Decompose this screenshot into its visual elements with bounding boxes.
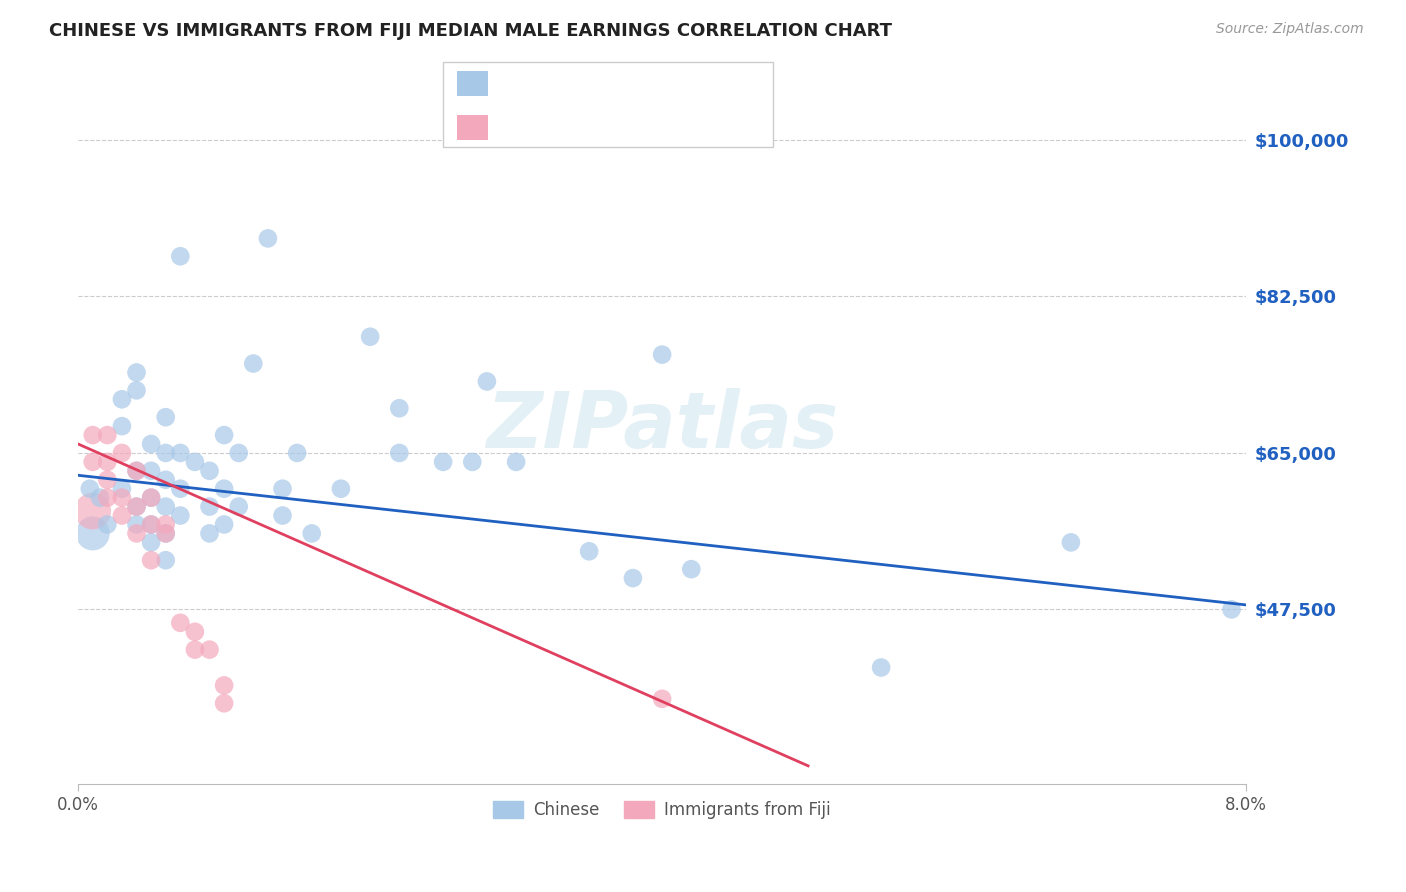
- Point: [1220, 602, 1243, 616]
- Point: [139, 517, 162, 532]
- Point: [242, 357, 264, 371]
- Point: [228, 446, 250, 460]
- Point: [139, 517, 162, 532]
- Point: [155, 526, 177, 541]
- Point: [359, 329, 381, 343]
- Point: [198, 500, 221, 514]
- Point: [82, 428, 104, 442]
- Point: [79, 482, 101, 496]
- Point: [139, 553, 162, 567]
- Point: [184, 642, 207, 657]
- Point: [111, 392, 134, 407]
- Point: [111, 419, 134, 434]
- Point: [111, 446, 134, 460]
- Point: [155, 446, 177, 460]
- Point: [212, 428, 235, 442]
- Point: [139, 491, 162, 505]
- Point: [621, 571, 644, 585]
- Text: N = 56: N = 56: [619, 71, 681, 89]
- Point: [125, 517, 148, 532]
- Point: [96, 455, 118, 469]
- Point: [169, 249, 191, 263]
- Point: [1060, 535, 1083, 549]
- Point: [301, 526, 323, 541]
- Point: [681, 562, 703, 576]
- Point: [96, 428, 118, 442]
- Point: [271, 482, 294, 496]
- Point: [228, 500, 250, 514]
- Point: [505, 455, 527, 469]
- Text: R = -0.728: R = -0.728: [499, 115, 596, 133]
- Point: [870, 660, 893, 674]
- Point: [82, 455, 104, 469]
- Text: ZIPatlas: ZIPatlas: [486, 388, 838, 464]
- Text: N = 24: N = 24: [619, 115, 681, 133]
- Point: [198, 526, 221, 541]
- Point: [388, 446, 411, 460]
- Point: [475, 375, 498, 389]
- Point: [125, 526, 148, 541]
- Point: [139, 437, 162, 451]
- Point: [461, 455, 484, 469]
- Point: [125, 500, 148, 514]
- Point: [212, 678, 235, 692]
- Point: [198, 642, 221, 657]
- Point: [82, 504, 104, 518]
- Point: [651, 691, 673, 706]
- Point: [125, 384, 148, 398]
- Point: [388, 401, 411, 416]
- Point: [257, 231, 280, 245]
- Point: [198, 464, 221, 478]
- Point: [125, 464, 148, 478]
- Point: [96, 517, 118, 532]
- Text: CHINESE VS IMMIGRANTS FROM FIJI MEDIAN MALE EARNINGS CORRELATION CHART: CHINESE VS IMMIGRANTS FROM FIJI MEDIAN M…: [49, 22, 893, 40]
- Point: [125, 500, 148, 514]
- Point: [111, 482, 134, 496]
- Point: [89, 491, 111, 505]
- Point: [155, 517, 177, 532]
- Point: [155, 526, 177, 541]
- Point: [139, 491, 162, 505]
- Point: [271, 508, 294, 523]
- Point: [139, 464, 162, 478]
- Point: [82, 526, 104, 541]
- Point: [329, 482, 352, 496]
- Point: [169, 446, 191, 460]
- Point: [285, 446, 308, 460]
- Point: [169, 482, 191, 496]
- Point: [184, 624, 207, 639]
- Point: [169, 615, 191, 630]
- Point: [96, 491, 118, 505]
- Point: [212, 696, 235, 710]
- Legend: Chinese, Immigrants from Fiji: Chinese, Immigrants from Fiji: [486, 794, 838, 825]
- Point: [432, 455, 454, 469]
- Point: [155, 410, 177, 425]
- Point: [169, 508, 191, 523]
- Point: [578, 544, 600, 558]
- Point: [155, 473, 177, 487]
- Point: [96, 473, 118, 487]
- Point: [651, 348, 673, 362]
- Point: [111, 491, 134, 505]
- Point: [155, 500, 177, 514]
- Point: [212, 517, 235, 532]
- Point: [139, 535, 162, 549]
- Text: Source: ZipAtlas.com: Source: ZipAtlas.com: [1216, 22, 1364, 37]
- Point: [125, 464, 148, 478]
- Point: [125, 366, 148, 380]
- Text: R = -0.206: R = -0.206: [499, 71, 596, 89]
- Point: [212, 482, 235, 496]
- Point: [184, 455, 207, 469]
- Point: [155, 553, 177, 567]
- Point: [111, 508, 134, 523]
